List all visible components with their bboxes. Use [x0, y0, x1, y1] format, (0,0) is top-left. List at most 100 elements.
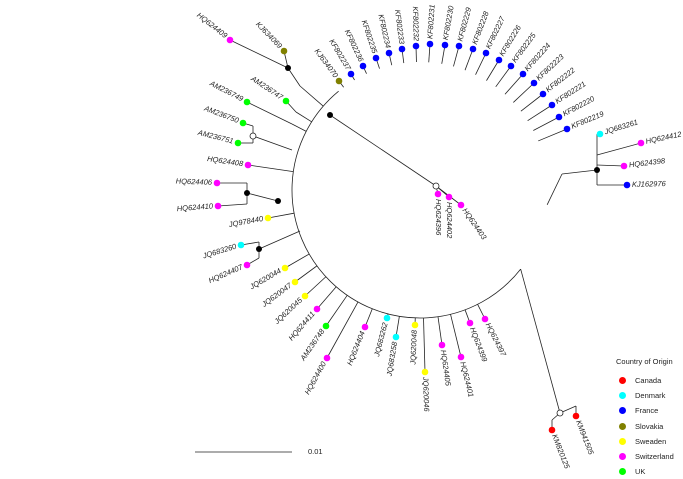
legend-item: Sweaden: [616, 434, 674, 449]
internal-node-open: [433, 183, 439, 189]
tip-hq624409: [227, 37, 234, 44]
tip-label: KJ162976: [632, 179, 667, 189]
tip-kf802221: [549, 102, 556, 109]
branch: [496, 66, 511, 87]
tip-label: AM236749: [208, 78, 246, 103]
tip-kj634069: [281, 48, 288, 55]
tip-label: HQ624396: [434, 199, 443, 236]
legend-swatch: [619, 438, 626, 445]
legend-label: Denmark: [635, 391, 665, 400]
tip-label: HQ624409: [195, 10, 230, 40]
tip-label: HQ624410: [176, 201, 214, 213]
legend-swatch: [619, 468, 626, 475]
internal-node: [275, 198, 281, 204]
legend-item: Canada: [616, 373, 674, 388]
legend-label: Canada: [635, 376, 661, 385]
tip-kf802232: [413, 43, 420, 50]
branch: [247, 193, 278, 201]
tip-jq620044: [282, 265, 289, 272]
tip-jq620048: [412, 322, 419, 329]
tip-kf802236: [360, 63, 367, 70]
tip-label: JQ620046: [421, 376, 431, 413]
branch: [597, 143, 641, 155]
tip-hq624410: [215, 203, 222, 210]
tip-label: HQ624406: [176, 177, 213, 187]
tip-label: HQ624405: [439, 349, 453, 387]
tip-hq624408: [245, 162, 252, 169]
tip-kf802225: [508, 63, 515, 70]
tip-label: KF802235: [360, 19, 380, 55]
legend-label: France: [635, 406, 658, 415]
tip-label: KF802231: [425, 4, 436, 39]
tip-am236751: [235, 140, 242, 147]
branch: [438, 317, 442, 345]
tip-kf802235: [373, 55, 380, 62]
tip-jq683258: [393, 334, 400, 341]
tip-hq624401: [458, 354, 465, 361]
legend-item: Slovakia: [616, 419, 674, 434]
scale-bar-label: 0.01: [308, 447, 323, 456]
branch: [288, 68, 300, 86]
branch: [285, 254, 309, 268]
tip-label: JQ683262: [372, 321, 390, 359]
tip-kf802219: [564, 126, 571, 133]
legend-swatch: [619, 423, 626, 430]
tip-label: AM236747: [249, 73, 286, 102]
internal-node: [256, 246, 262, 252]
tip-kf802223: [531, 80, 538, 87]
tip-hq624402: [446, 194, 453, 201]
legend-label: Sweaden: [635, 437, 666, 446]
branch: [547, 174, 562, 205]
tip-hq624399: [467, 320, 474, 327]
tip-jq683262: [384, 315, 391, 322]
legend-swatch: [619, 377, 626, 384]
tip-label: JQ978440: [227, 214, 264, 229]
tip-jq978440: [265, 215, 272, 222]
tip-label: KF802232: [411, 6, 421, 42]
tip-label: AM236750: [202, 103, 241, 125]
internal-node: [285, 65, 291, 71]
branch: [424, 318, 425, 372]
tip-kf802224: [520, 71, 527, 78]
tip-jq683260: [238, 242, 245, 249]
internal-node: [594, 167, 600, 173]
tip-kf802222: [540, 91, 547, 98]
tip-label: JQ683260: [201, 241, 238, 260]
tip-am236750: [240, 120, 247, 127]
branch: [268, 213, 294, 218]
branch: [218, 204, 247, 206]
tip-jq620045: [302, 293, 309, 300]
legend-label: Switzerland: [635, 452, 674, 461]
branch: [300, 86, 323, 106]
tip-kf802230: [442, 42, 449, 49]
tip-label: KJ634069: [254, 20, 285, 51]
tip-km941505: [573, 413, 580, 420]
legend-label: Slovakia: [635, 422, 663, 431]
branch: [317, 287, 336, 309]
tip-kf802231: [427, 41, 434, 48]
tip-hq624398: [621, 163, 628, 170]
tip-label: JQ683258: [385, 340, 400, 377]
tip-hq624400: [324, 355, 331, 362]
legend-swatch: [619, 407, 626, 414]
tip-label: HQ624402: [445, 202, 454, 239]
main-arc: [292, 91, 521, 318]
tip-kj162976: [624, 182, 631, 189]
tip-am236748: [323, 323, 330, 330]
branch: [305, 277, 326, 296]
branch: [521, 269, 560, 413]
tip-label: KF802234: [376, 13, 392, 49]
tip-kf802227: [483, 50, 490, 57]
branch: [326, 295, 347, 326]
tip-hq624397: [482, 316, 489, 323]
tip-label: HQ624404: [345, 330, 367, 367]
tip-label: AM236751: [196, 128, 234, 146]
legend-swatch: [619, 392, 626, 399]
tip-label: HQ624399: [468, 326, 489, 364]
tip-label: HQ624401: [458, 361, 475, 398]
branch: [330, 115, 436, 186]
tip-label: KM941505: [574, 419, 596, 457]
tip-kf802237: [348, 71, 355, 78]
tip-hq624407: [244, 262, 251, 269]
